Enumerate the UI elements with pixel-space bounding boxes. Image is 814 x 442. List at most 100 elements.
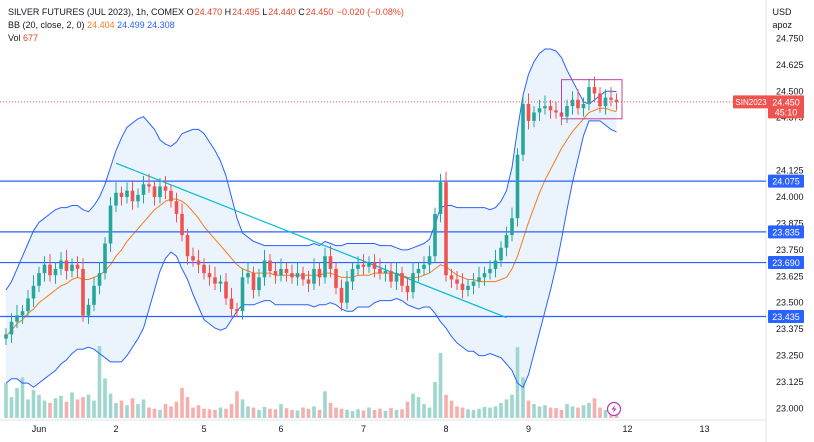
volume-bar [26,399,30,418]
y-tick-label: 23.250 [776,351,804,361]
candle-body [257,277,261,291]
symbol-tag-label: SIN2023 [735,98,767,107]
volume-bar [207,409,212,418]
level-price-tag-label: 23.690 [772,258,800,268]
candle-body [383,271,388,274]
candle-body [504,235,509,248]
volume-bar [587,402,591,418]
candle-body [251,273,256,291]
volume-bar [97,346,102,418]
y-tick-label: 24.000 [776,192,804,202]
candle-body [427,256,432,265]
candle-body [614,99,619,102]
candle-body [345,281,349,303]
y-tick-label: 23.000 [776,403,804,413]
candle-body [312,268,316,284]
volume-bar [295,410,300,418]
volume-bar [323,391,327,418]
candle-body [372,262,377,269]
candle-body [114,192,118,206]
bb-basis-value: 24.404 [87,20,115,30]
volume-bar [581,405,586,418]
volume-bar [37,394,41,418]
open-value: 24.470 [194,7,223,17]
volume-bar [603,409,608,418]
candle-body [59,260,63,269]
bb-upper-line [5,48,617,291]
lightning-icon[interactable] [606,401,622,417]
candle-body [543,106,547,109]
volume-bar [284,408,289,418]
symbol-title[interactable]: SILVER FUTURES (JUL 2023), 1h, COMEX [8,7,185,17]
volume-bar [114,402,118,418]
legend-bb-row[interactable]: BB (20, close, 2, 0) 24.404 24.499 24.30… [8,19,404,32]
bb-lower-line [5,120,617,389]
candle-body [449,275,454,280]
x-tick-label: 13 [699,424,709,434]
volume-bar [4,383,8,418]
candle-body [323,256,327,278]
volume-bar [191,407,195,418]
candle-body [548,106,553,111]
x-tick-label: 12 [622,424,632,434]
volume-bar [196,405,201,418]
candle-body [565,106,569,117]
current-price-label: 24.450 [772,97,800,107]
volume-bar [273,409,278,418]
volume-bar [229,404,234,418]
volume-bar [543,405,547,418]
candle-body [48,264,52,276]
candle-body [4,334,8,339]
volume-bar [240,399,245,418]
volume-bar [147,407,151,418]
x-tick-label: 7 [361,424,366,434]
candle-body [284,268,289,274]
volume-bar [477,408,481,418]
candle-body [86,304,91,316]
high-label: H [224,7,232,17]
y-tick-label: 23.875 [776,218,804,228]
candle-body [405,285,410,293]
candle-body [218,281,223,284]
volume-bar [290,409,294,418]
candle-body [130,190,135,202]
volume-bar [53,398,58,418]
candle-body [587,87,591,104]
candle-body [180,213,184,236]
candle-body [471,281,476,286]
candle-body [207,273,212,278]
volume-bar [185,397,190,418]
close-value: 24.450 [305,7,334,17]
volume-bar [301,407,305,418]
current-price-tag [768,95,804,119]
volume-bar [163,404,168,418]
volume-bar [378,408,382,418]
candle-body [526,103,531,121]
candle-body [229,298,234,310]
level-price-tag-label: 24.075 [772,177,800,187]
highlight-box [561,79,623,120]
volume-bar [570,406,575,418]
x-tick-label: 5 [201,424,206,434]
high-value: 24.495 [232,7,260,17]
candle-body [20,311,25,316]
volume-bar [20,377,25,418]
volume-bar [361,410,366,418]
candle-body [37,273,41,286]
x-tick-label: 8 [443,424,448,434]
candle-body [576,99,580,109]
axis-unit-label: apoz [772,20,792,30]
volume-bar [416,397,421,418]
candle-body [92,285,96,305]
axis-unit[interactable]: USD apoz [772,6,792,32]
volume-bar [537,406,542,418]
volume-bar [224,408,228,418]
volume-bar [400,409,404,418]
level-price-tag [768,174,804,188]
level-price-tag-label: 23.435 [772,312,800,322]
candle-body [466,285,470,291]
legend-vol-row[interactable]: Vol 677 [8,32,404,45]
volume-bar [169,406,173,418]
candle-body [367,262,371,267]
